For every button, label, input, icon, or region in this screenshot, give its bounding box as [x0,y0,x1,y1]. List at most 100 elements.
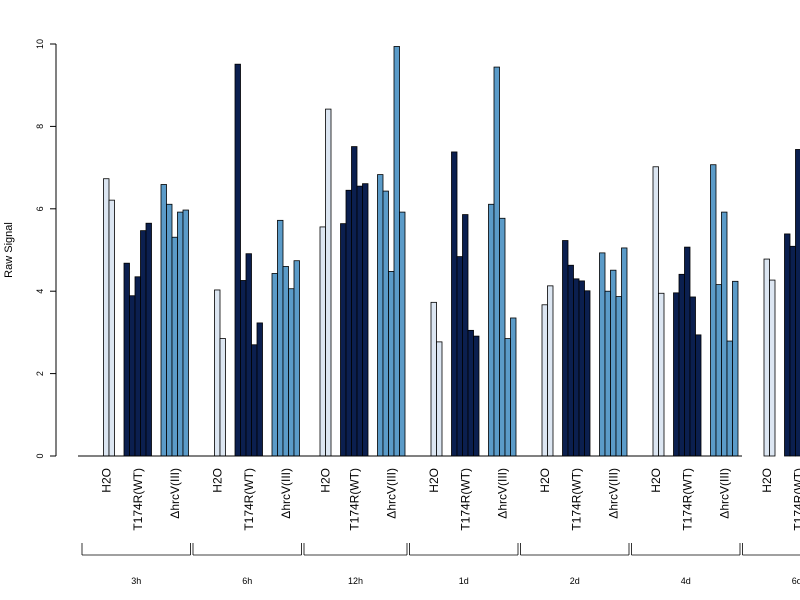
bar [451,151,458,457]
bar [763,258,770,457]
bar [245,253,252,457]
bar [145,222,152,457]
y-tick-label: 2 [35,371,45,376]
bar [134,276,141,457]
bar [129,295,136,457]
bar [721,211,728,457]
bar [277,219,284,457]
condition-label: H2O [538,468,552,493]
bar [123,262,130,457]
condition-label: T174R(WT) [242,468,256,531]
y-axis-title: Raw Signal [3,222,15,278]
bar [340,223,347,457]
bar [673,292,680,457]
timepoint-label: 3h [131,576,141,586]
bar [293,260,300,457]
condition-label: ΔhrcV(III) [279,468,293,519]
bar [493,66,500,457]
bar [610,269,617,457]
bar [715,284,722,457]
x-axis: H2O T174R(WT) ΔhrcV(III) H2O T174R(WT) ΔhrcV(… [78,455,800,531]
y-axis: 0 2 4 6 8 10 [35,39,57,459]
timepoint-label: 2d [570,576,580,586]
bar [473,335,480,457]
y-tick-label: 0 [35,453,45,458]
bar [288,288,295,457]
condition-label: T174R(WT) [569,468,583,531]
condition-label: T174R(WT) [680,468,694,531]
bar [621,247,628,457]
bar [732,280,739,457]
bar [240,280,247,457]
condition-label: T174R(WT) [458,468,472,531]
y-tick-label: 10 [35,39,45,49]
y-tick-label: 6 [35,206,45,211]
bar [282,266,289,457]
bar [584,290,591,457]
bar [562,240,569,457]
bar [251,344,258,457]
condition-label: ΔhrcV(III) [168,468,182,519]
bar [456,256,463,457]
bar [388,271,395,457]
bar [710,164,717,457]
bar [567,264,574,457]
bar [140,230,147,457]
condition-label: H2O [427,468,441,493]
bar [166,203,173,457]
bar [488,203,495,457]
condition-label: T174R(WT) [131,468,145,531]
condition-label: T174R(WT) [791,468,800,531]
bar [604,290,611,457]
bar [678,273,685,457]
bar [689,296,696,457]
bar [684,246,691,457]
bar [573,278,580,457]
bar [547,285,554,457]
bar [726,340,733,457]
bar [256,322,263,457]
bar [769,279,776,457]
bar [789,245,796,457]
bar [652,166,659,457]
condition-label: T174R(WT) [347,468,361,531]
bar [695,334,702,457]
y-tick-label: 8 [35,124,45,129]
condition-label: ΔhrcV(III) [384,468,398,519]
condition-label: ΔhrcV(III) [606,468,620,519]
condition-label: H2O [760,468,774,493]
bar [599,252,606,457]
bar [214,289,221,457]
bar [658,292,665,457]
bar [351,146,358,457]
bar [103,178,110,457]
bar [399,211,406,457]
bar [171,236,178,457]
bar [784,233,791,457]
condition-label: H2O [99,468,113,493]
bar [578,280,585,457]
bar [504,338,511,457]
bar [795,149,800,457]
bar [393,46,400,457]
y-tick-label: 4 [35,289,45,294]
bar [182,209,189,457]
time-axis: 3h 6h 12h 1d 2d 4d 6d [81,543,800,586]
condition-label: H2O [319,468,333,493]
bar [382,190,389,457]
timepoint-label: 12h [348,576,363,586]
bar [356,185,363,457]
bar [541,304,548,457]
condition-label: H2O [649,468,663,493]
timepoint-label: 1d [459,576,469,586]
bar [467,329,474,457]
condition-label: H2O [210,468,224,493]
bar [325,108,332,457]
condition-label: ΔhrcV(III) [495,468,509,519]
bars [103,46,800,457]
bar [615,296,622,457]
bar [108,199,115,457]
bar [436,341,443,457]
bar [510,317,517,457]
bar [271,273,278,457]
